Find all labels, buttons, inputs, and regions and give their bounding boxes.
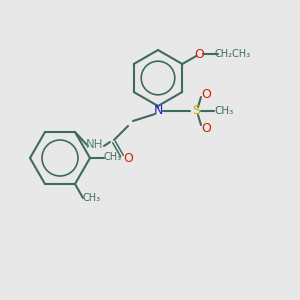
- Text: CH₃: CH₃: [214, 106, 234, 116]
- Text: CH₃: CH₃: [83, 193, 101, 203]
- Text: O: O: [201, 88, 211, 100]
- Text: O: O: [194, 47, 204, 61]
- Text: O: O: [201, 122, 211, 134]
- Text: O: O: [123, 152, 133, 166]
- Text: N: N: [153, 104, 163, 118]
- Text: S: S: [192, 104, 200, 118]
- Text: CH₂CH₃: CH₂CH₃: [214, 49, 250, 59]
- Text: CH₃: CH₃: [104, 152, 122, 162]
- Text: NH: NH: [86, 137, 104, 151]
